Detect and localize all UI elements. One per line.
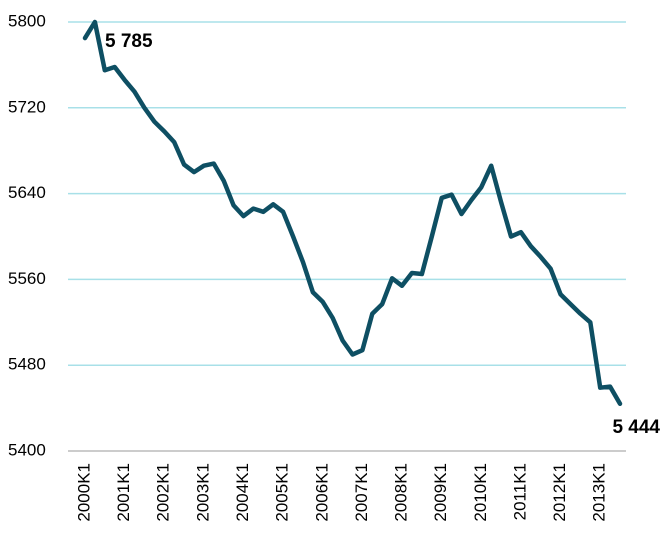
data-label: 5 785	[105, 31, 153, 52]
y-tick-label: 5800	[8, 11, 46, 30]
x-tick-label: 2006K1	[312, 463, 331, 522]
x-tick-label: 2003K1	[193, 463, 212, 522]
y-tick-label: 5400	[8, 440, 46, 459]
x-tick-label: 2009K1	[431, 463, 450, 522]
x-tick-label: 2000K1	[74, 463, 93, 522]
x-tick-label: 2013K1	[590, 463, 609, 522]
x-tick-label: 2001K1	[114, 463, 133, 522]
x-tick-label: 2007K1	[352, 463, 371, 522]
x-tick-label: 2005K1	[273, 463, 292, 522]
x-tick-label: 2011K1	[510, 463, 529, 520]
x-tick-label: 2010K1	[471, 463, 490, 522]
x-tick-label: 2002K1	[154, 463, 173, 522]
data-label: 5 444	[612, 417, 660, 438]
y-tick-label: 5720	[8, 97, 46, 116]
data-line	[82, 19, 623, 407]
y-tick-label: 5640	[8, 183, 46, 202]
y-tick-label: 5560	[8, 269, 46, 288]
y-tick-label: 5480	[8, 355, 46, 374]
x-tick-label: 2008K1	[392, 463, 411, 522]
x-tick-label: 2004K1	[233, 463, 252, 522]
x-tick-label: 2012K1	[550, 463, 569, 522]
